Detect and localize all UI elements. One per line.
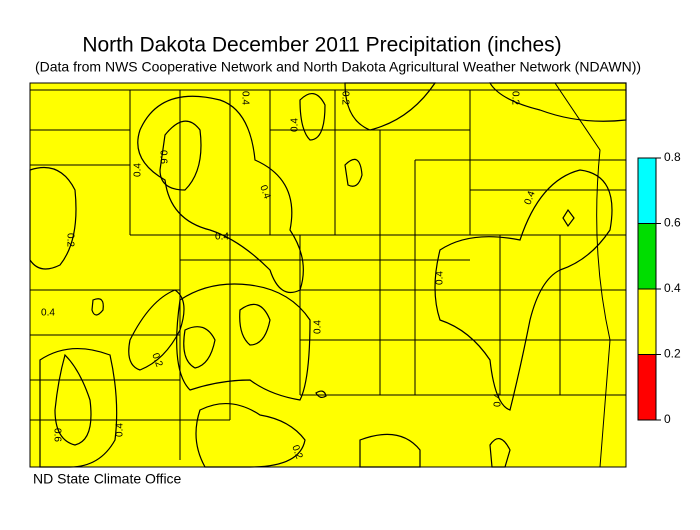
map: 0.4 0.4 0.2 0.2 0.6 0.4 0.4 0.2 0.4 0.4 0.6 0.4 0.4 0… <box>29 82 627 468</box>
legend-tick-label: 0 <box>664 412 671 426</box>
contour-label: 0.4 <box>313 320 324 334</box>
contour-label: 0.4 <box>41 308 55 319</box>
contour-label: 0.4 <box>257 184 272 201</box>
contour-label: 0.4 <box>523 189 538 206</box>
legend-swatch <box>637 354 657 421</box>
contour-label: 0.2 <box>289 444 304 461</box>
legend-swatch <box>637 223 657 290</box>
contour-label: 0.4 <box>290 118 301 132</box>
contour-label: 0.4 <box>493 393 504 407</box>
contour-label: 0.2 <box>339 91 350 105</box>
map-border <box>29 82 627 468</box>
cyan-areas <box>54 120 575 446</box>
legend-tick-label: 0.4 <box>664 281 681 295</box>
legend-swatch <box>637 157 657 224</box>
legend-tick-label: 0.8 <box>664 150 681 164</box>
subtitle: (Data from NWS Cooperative Network and N… <box>35 59 641 75</box>
contour-label: 0.2 <box>149 352 164 369</box>
contour-label: 0.4 <box>115 423 126 437</box>
contour-labels: 0.4 0.4 0.2 0.2 0.6 0.4 0.4 0.2 0.4 0.4 0.6 0.4 0.4 0… <box>41 91 538 461</box>
contour-label: 0.4 <box>133 163 144 177</box>
legend-tick-label: 0.6 <box>664 216 681 230</box>
title: North Dakota December 2011 Precipitation… <box>82 34 561 57</box>
contour-label: 0.4 <box>239 91 250 105</box>
footer: ND State Climate Office <box>33 471 182 487</box>
contour-label: 0.2 <box>509 91 520 105</box>
legend: 0 0.2 0.4 0.6 0.8 <box>637 150 681 426</box>
contour-label: 0.6 <box>51 428 62 442</box>
contour-label: 0.4 <box>435 271 446 285</box>
contour-label: 0.2 <box>64 233 75 247</box>
legend-swatch <box>637 288 657 355</box>
state-area <box>30 83 626 467</box>
green-areas <box>39 93 613 468</box>
legend-tick-label: 0.2 <box>664 347 681 361</box>
contour-label: 0.4 <box>215 232 229 243</box>
contour-label: 0.6 <box>157 150 168 164</box>
county-lines <box>30 82 626 468</box>
